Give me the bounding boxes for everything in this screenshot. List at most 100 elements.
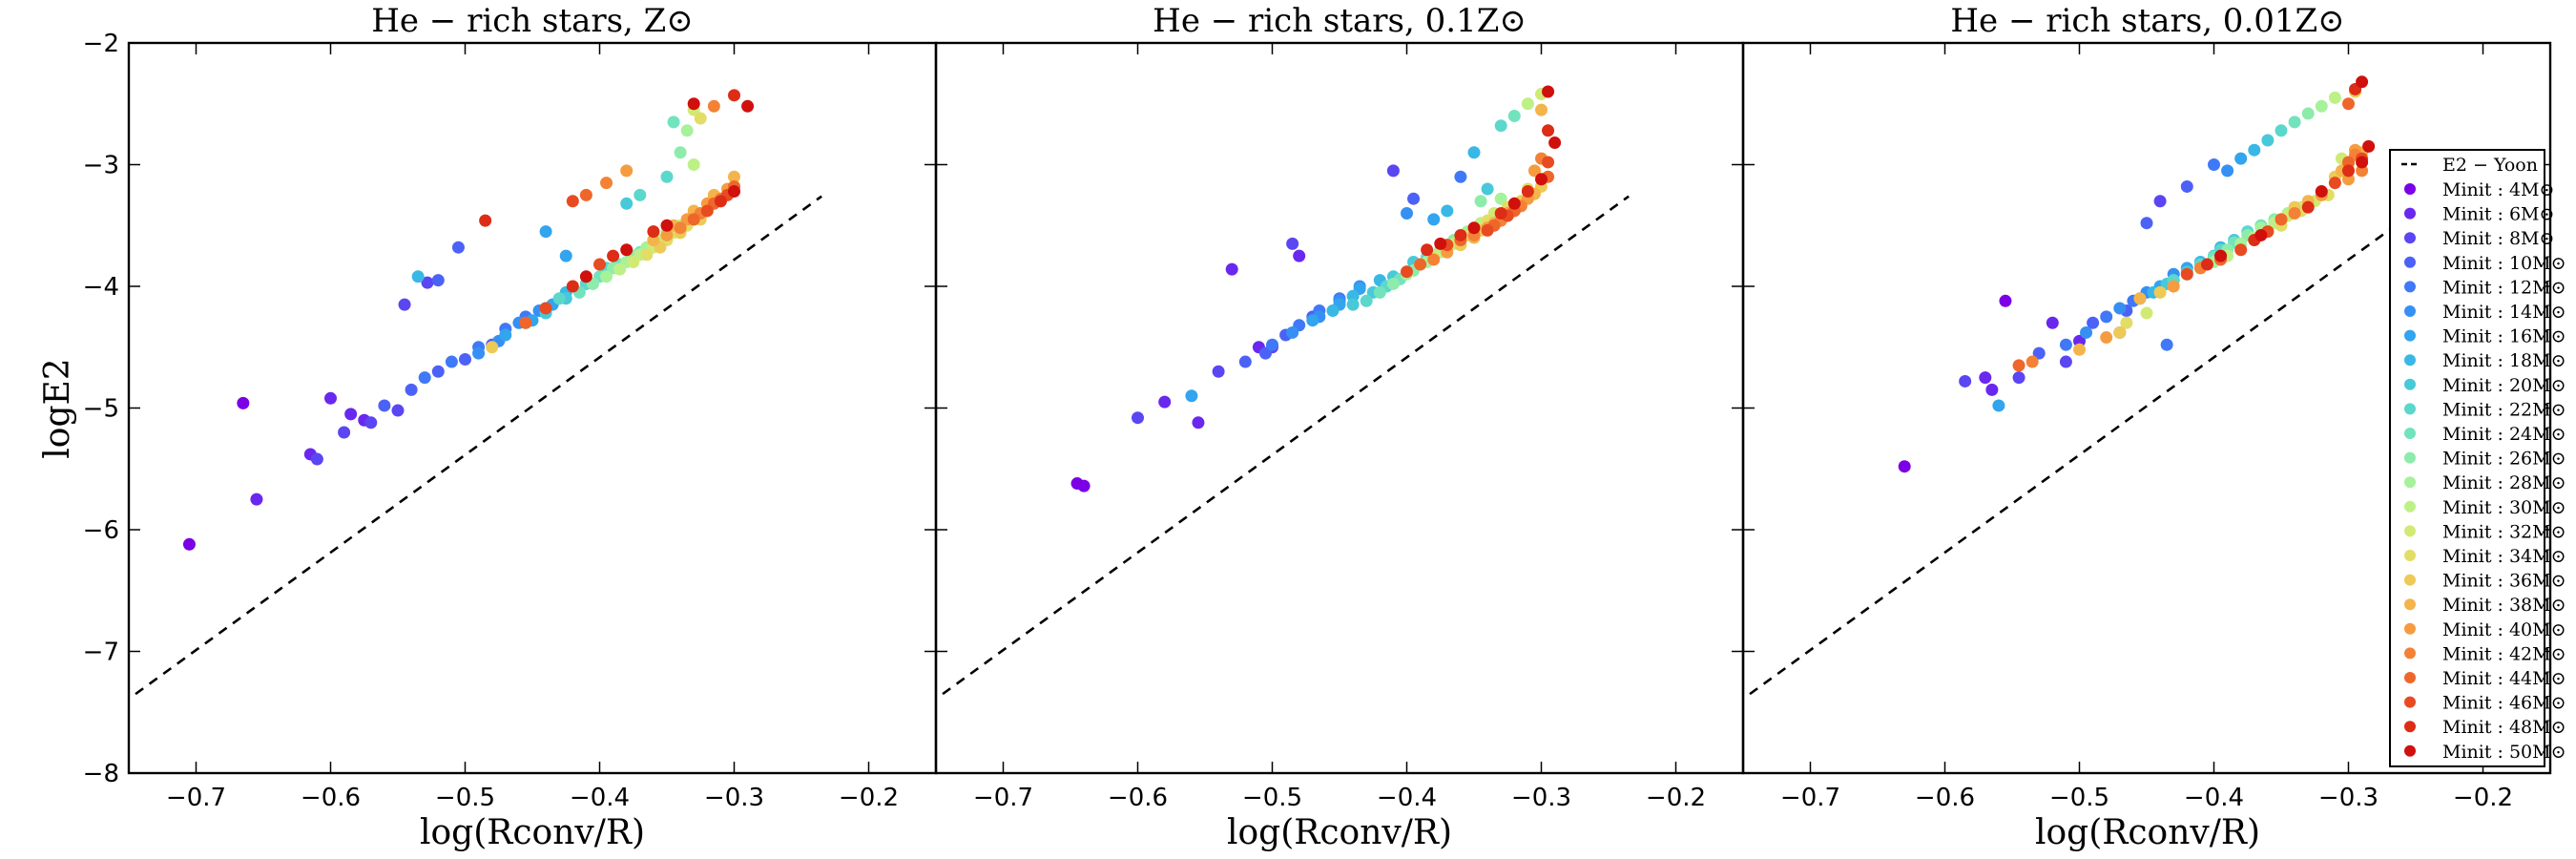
legend-label-m32: Minit : 32M⊙ bbox=[2442, 521, 2566, 542]
panel-solar-metallicity: He − rich stars, Z⊙ −0.7 −0.6 −0.5 −0.4 −0.3… bbox=[83, 2, 938, 852]
data-point-m8 bbox=[2059, 355, 2072, 368]
data-point-m8 bbox=[1959, 374, 1972, 388]
y-tick-label: −8 bbox=[83, 760, 119, 788]
y-axis-ticks bbox=[936, 42, 1743, 774]
data-point-m28 bbox=[680, 124, 694, 137]
y-tick-label: −3 bbox=[83, 152, 119, 180]
data-point-m16 bbox=[539, 225, 552, 239]
legend-label-m18: Minit : 18M⊙ bbox=[2442, 350, 2566, 371]
data-point-m10 bbox=[378, 399, 391, 412]
legend-marker-m14 bbox=[2404, 305, 2416, 317]
data-point-m50 bbox=[741, 99, 755, 113]
legend-label-m4: Minit : 4M⊙ bbox=[2442, 179, 2554, 200]
x-tick-label: −0.3 bbox=[1511, 784, 1571, 812]
legend-marker-m22 bbox=[2404, 403, 2416, 415]
legend-label-m30: Minit : 30M⊙ bbox=[2442, 497, 2566, 518]
data-point-m8 bbox=[2012, 371, 2025, 385]
data-point-m42 bbox=[2356, 164, 2369, 178]
data-point-m16 bbox=[2234, 152, 2248, 165]
data-point-m36 bbox=[2113, 325, 2127, 339]
panel-title: He − rich stars, 0.01Z⊙ bbox=[1950, 2, 2344, 40]
x-tick-label: −0.5 bbox=[2049, 784, 2109, 812]
legend-label-m20: Minit : 20M⊙ bbox=[2442, 375, 2566, 396]
x-tick-label: −0.3 bbox=[2318, 784, 2379, 812]
data-point-m18 bbox=[1441, 204, 1454, 218]
data-point-m38 bbox=[728, 170, 740, 183]
legend-marker-m28 bbox=[2404, 476, 2416, 489]
data-point-m20 bbox=[1481, 182, 1494, 196]
data-point-m34 bbox=[640, 248, 654, 262]
x-tick-label: −0.2 bbox=[2453, 784, 2513, 812]
scatter-points bbox=[1898, 75, 2376, 473]
data-point-m50 bbox=[2315, 185, 2328, 199]
data-point-m14 bbox=[2113, 302, 2127, 315]
data-point-m12 bbox=[2100, 310, 2113, 324]
data-point-m8 bbox=[421, 276, 434, 289]
data-point-m40 bbox=[1527, 164, 1541, 178]
data-point-m48 bbox=[647, 225, 660, 239]
data-point-m22 bbox=[552, 292, 566, 305]
data-point-m16 bbox=[1992, 399, 2005, 412]
legend-label-m14: Minit : 14M⊙ bbox=[2442, 302, 2566, 323]
data-point-m4 bbox=[1999, 294, 2012, 307]
data-point-m50 bbox=[660, 219, 674, 232]
data-point-m30 bbox=[2328, 91, 2341, 104]
data-point-m12 bbox=[2160, 338, 2173, 351]
data-point-m8 bbox=[310, 452, 323, 466]
legend-marker-m48 bbox=[2404, 721, 2416, 733]
data-point-m8 bbox=[398, 298, 411, 311]
data-point-m26 bbox=[1386, 277, 1400, 290]
x-axis-title: log(Rconv/R) bbox=[1227, 813, 1452, 852]
data-point-m6 bbox=[1225, 262, 1238, 276]
data-point-m26 bbox=[1474, 195, 1487, 208]
data-point-m50 bbox=[1548, 136, 1562, 150]
data-point-m20 bbox=[1346, 298, 1360, 311]
data-point-m14 bbox=[2221, 164, 2234, 178]
data-point-m10 bbox=[2032, 346, 2046, 360]
legend-marker-m38 bbox=[2404, 598, 2416, 611]
data-point-m42 bbox=[707, 99, 720, 113]
x-tick-label: −0.2 bbox=[839, 784, 899, 812]
legend-entries: Minit : 4M⊙ Minit : 6M⊙ Minit : 8M⊙ Minit :… bbox=[2404, 179, 2566, 763]
legend-marker-m34 bbox=[2404, 550, 2416, 561]
data-point-m36 bbox=[486, 341, 499, 354]
data-point-m8 bbox=[1132, 411, 1144, 425]
x-tick-label: −0.4 bbox=[570, 784, 630, 812]
data-point-m16 bbox=[1306, 314, 1319, 327]
legend-marker-m10 bbox=[2404, 256, 2416, 268]
data-point-m38 bbox=[2073, 343, 2086, 356]
data-point-m50 bbox=[2254, 228, 2268, 241]
legend-label-m34: Minit : 34M⊙ bbox=[2442, 546, 2566, 567]
x-tick-label: −0.7 bbox=[1780, 784, 1840, 812]
plot-frame bbox=[934, 41, 1745, 775]
data-point-m10 bbox=[405, 383, 418, 396]
data-point-m36 bbox=[2153, 285, 2167, 299]
data-point-m50 bbox=[620, 243, 634, 257]
legend-marker-m12 bbox=[2404, 281, 2416, 293]
data-point-m18 bbox=[2248, 143, 2261, 157]
data-point-m48 bbox=[714, 195, 727, 208]
data-point-m6 bbox=[1158, 395, 1172, 409]
data-point-m48 bbox=[1454, 228, 1467, 241]
data-point-m4 bbox=[1077, 479, 1091, 492]
x-tick-label: −0.3 bbox=[704, 784, 764, 812]
data-point-m6 bbox=[2073, 334, 2086, 347]
panel-0.01-solar-metallicity: He − rich stars, 0.01Z⊙ −0.7 −0.6 −0.5 −0.4… bbox=[1741, 2, 2552, 852]
data-point-m10 bbox=[1407, 192, 1421, 205]
data-point-m44 bbox=[2012, 359, 2025, 372]
data-point-m28 bbox=[1494, 192, 1507, 205]
legend-marker-m50 bbox=[2404, 744, 2416, 757]
legend-label-m12: Minit : 12M⊙ bbox=[2442, 277, 2566, 298]
data-point-m44 bbox=[1414, 258, 1427, 271]
data-point-m6 bbox=[1192, 416, 1205, 430]
data-point-m16 bbox=[499, 328, 512, 342]
data-point-m24 bbox=[1507, 110, 1521, 122]
panel-0.1-solar-metallicity: He − rich stars, 0.1Z⊙ −0.7 −0.6 −0.5 −0.4−… bbox=[934, 2, 1745, 852]
data-point-m48 bbox=[728, 89, 740, 102]
data-point-m26 bbox=[674, 146, 687, 159]
data-point-m44 bbox=[519, 316, 532, 329]
data-point-m46 bbox=[1481, 223, 1494, 237]
data-point-m46 bbox=[566, 195, 579, 208]
y-tick-label: −4 bbox=[83, 273, 119, 302]
y-axis-title: logE2 bbox=[38, 358, 77, 458]
